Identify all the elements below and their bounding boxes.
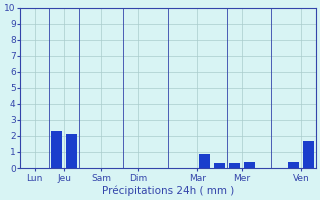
Bar — [303, 141, 314, 168]
Bar — [51, 131, 62, 168]
Bar — [214, 163, 225, 168]
Bar — [288, 162, 299, 168]
Bar — [66, 134, 77, 168]
Bar — [244, 162, 255, 168]
X-axis label: Précipitations 24h ( mm ): Précipitations 24h ( mm ) — [102, 185, 234, 196]
Bar — [199, 154, 210, 168]
Bar — [229, 163, 240, 168]
